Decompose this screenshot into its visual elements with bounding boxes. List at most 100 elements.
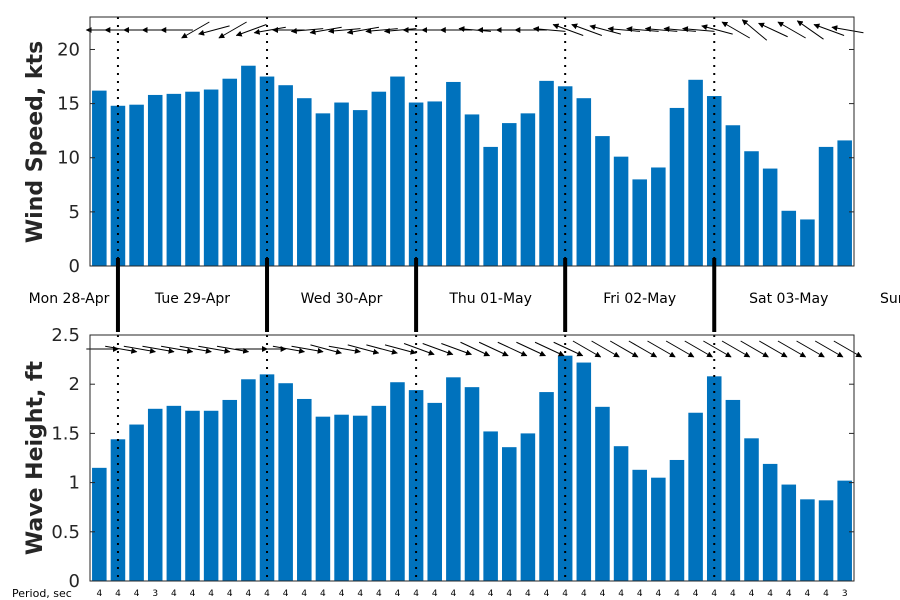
wave-bar [744, 438, 759, 581]
wind-bar [315, 113, 331, 266]
wave-direction-arrow [198, 345, 231, 354]
period-value: 4 [227, 589, 233, 599]
wave-direction-arrow [347, 344, 380, 355]
period-value: 3 [842, 589, 848, 599]
wave-bar [446, 377, 461, 581]
wind-bar [166, 93, 182, 266]
wind-bar [278, 85, 293, 266]
wave-ytick-label: 2.5 [51, 325, 80, 346]
day-label: Fri 02-May [603, 291, 676, 307]
period-value: 4 [805, 589, 811, 599]
period-value: 4 [674, 589, 680, 599]
wave-direction-arrow [310, 344, 342, 355]
wind-direction-arrow [383, 27, 417, 34]
wave-direction-arrow [497, 341, 528, 357]
wind-direction-arrow [253, 26, 286, 35]
wave-direction-arrow [142, 345, 175, 354]
wave-direction-arrow [777, 340, 807, 358]
wave-direction-arrow [441, 343, 472, 356]
wave-bar [129, 424, 144, 581]
wind-bar [334, 102, 349, 266]
period-value: 4 [600, 589, 606, 599]
period-value: 4 [823, 589, 829, 599]
wave-bar [203, 410, 219, 581]
wave-bar [818, 500, 834, 581]
wave-plot-frame [89, 334, 855, 582]
period-value: 4 [134, 589, 140, 599]
wave-bar [297, 398, 312, 581]
wave-bar [408, 390, 424, 581]
wind-ytick-label: 0 [69, 256, 80, 277]
wave-bar [166, 405, 182, 581]
wind-direction-arrow [813, 23, 845, 36]
wave-direction-arrow [534, 341, 565, 357]
wind-bar [595, 136, 610, 266]
wave-direction-arrow [161, 345, 194, 354]
period-value: 4 [246, 589, 252, 599]
period-value: 4 [115, 589, 121, 599]
wind-bar [147, 94, 163, 267]
period-value: 4 [749, 589, 755, 599]
wind-bar [483, 146, 498, 266]
wave-direction-arrow [572, 340, 602, 358]
day-label: Mon 28-Apr [29, 291, 110, 307]
wave-direction-arrow [665, 340, 695, 358]
period-value: 4 [339, 589, 345, 599]
wave-bar [800, 499, 815, 581]
period-value: 4 [581, 589, 587, 599]
period-value: 4 [562, 589, 568, 599]
wind-bar [557, 86, 573, 266]
wave-bar [222, 399, 238, 581]
wind-direction-arrow [796, 20, 824, 40]
wind-ytick-label: 10 [57, 148, 80, 169]
wave-bar [613, 446, 629, 581]
wave-bar [427, 402, 442, 581]
wave-bar [651, 477, 666, 581]
wave-bar [502, 447, 517, 581]
wind-bar [92, 90, 107, 266]
wave-height-panel: 0 0.5 1 1.5 2 2.5 Wave Height, ft [23, 325, 863, 592]
wind-bar [613, 156, 629, 266]
wind-direction-arrow [626, 26, 659, 33]
wind-bar [800, 219, 815, 266]
wave-direction-arrow [478, 341, 509, 357]
wave-direction-arrow [179, 345, 212, 354]
period-value: 4 [171, 589, 177, 599]
wave-direction-arrow [366, 344, 398, 355]
wind-direction-arrow [552, 23, 584, 36]
wave-direction-arrow [703, 340, 732, 358]
period-row: Period, sec 4 4 4 3 4 4 4 4 4 4 4 4 4 4 4 4 4 4 4 4 4 4 4 4 4 4 4 4… [12, 587, 848, 600]
wind-direction-arrow [458, 26, 491, 33]
wave-direction-arrow [814, 340, 844, 358]
period-value: 4 [469, 589, 475, 599]
wind-bar [762, 168, 778, 266]
wave-ytick-label: 0 [69, 571, 80, 592]
period-value: 4 [544, 589, 550, 599]
wind-bar [520, 113, 536, 266]
wave-bar [464, 387, 480, 581]
wave-bar [781, 484, 797, 581]
wind-bar [818, 146, 834, 266]
wind-direction-arrow [309, 26, 342, 35]
wind-bar [203, 89, 219, 266]
wind-plot-frame [89, 16, 855, 267]
wave-direction-arrow [291, 345, 324, 354]
wind-bar [408, 102, 424, 266]
day-labels: Mon 28-Apr Tue 29-Apr Wed 30-Apr Thu 01-May… [29, 258, 900, 332]
wind-bar [222, 78, 238, 266]
wind-bar [352, 110, 368, 267]
wave-direction-arrow [516, 341, 546, 357]
period-value: 4 [190, 589, 196, 599]
wave-bar [241, 379, 256, 581]
wind-speed-axis-title: Wind Speed, kts [23, 41, 48, 243]
wave-direction-arrow [647, 340, 676, 358]
wind-bar [464, 114, 480, 266]
period-value: 4 [711, 589, 717, 599]
wave-direction-arrow [403, 343, 435, 356]
wind-bar [837, 140, 852, 266]
wind-bar [669, 107, 685, 266]
wind-bar [241, 65, 256, 266]
wave-bar [539, 392, 554, 581]
wind-direction-arrow [644, 26, 678, 33]
